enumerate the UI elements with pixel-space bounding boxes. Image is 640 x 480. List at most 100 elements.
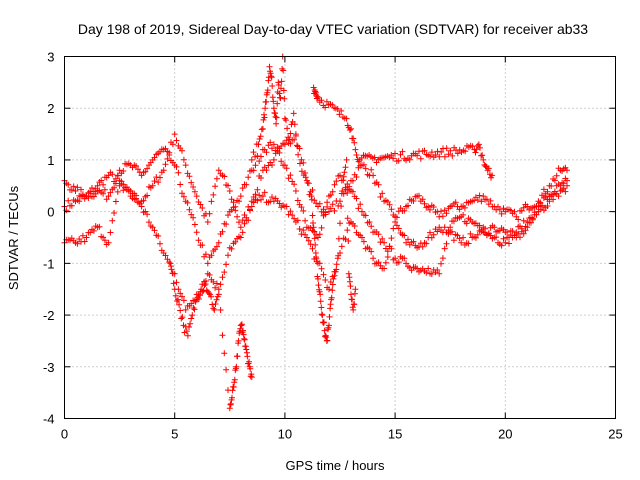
data-point-track-a bbox=[316, 200, 323, 207]
data-point-track-e bbox=[257, 133, 264, 140]
data-point-track-a bbox=[500, 205, 507, 212]
data-point-track-b bbox=[208, 252, 215, 259]
data-point-track-a bbox=[520, 204, 527, 211]
data-point-track-c bbox=[155, 233, 162, 239]
data-point-track-a bbox=[419, 196, 426, 203]
data-point-track-c bbox=[517, 234, 523, 241]
data-point-track-a bbox=[476, 192, 483, 199]
data-point-track-a bbox=[553, 172, 560, 179]
data-point-track-e bbox=[315, 282, 322, 289]
plot-frame bbox=[64, 56, 616, 419]
data-point-track-a bbox=[254, 186, 261, 193]
data-point-track-c bbox=[326, 286, 332, 293]
data-point-track-f bbox=[315, 94, 321, 101]
data-point-track-b bbox=[447, 224, 454, 231]
data-point-track-b bbox=[120, 168, 127, 174]
data-point-track-d bbox=[175, 296, 181, 303]
data-point-track-e bbox=[344, 215, 351, 222]
data-point-track-c bbox=[395, 225, 402, 232]
data-point-track-b bbox=[324, 199, 331, 206]
data-point-track-b bbox=[112, 180, 119, 187]
data-point-track-c bbox=[427, 229, 433, 236]
y-tick-label: -4 bbox=[43, 412, 55, 427]
data-point-track-b bbox=[175, 169, 182, 176]
data-point-track-a bbox=[544, 188, 551, 195]
data-point-track-e bbox=[302, 174, 309, 181]
data-point-track-e bbox=[280, 67, 287, 74]
data-point-track-a bbox=[337, 198, 343, 205]
data-point-track-c bbox=[546, 198, 553, 205]
data-point-track-c bbox=[564, 182, 570, 189]
data-point-track-e bbox=[272, 113, 279, 120]
data-point-track-a bbox=[65, 197, 72, 204]
data-point-track-d bbox=[178, 315, 185, 322]
data-point-track-c bbox=[149, 224, 156, 231]
data-point-track-b bbox=[177, 181, 184, 188]
data-point-track-c bbox=[241, 220, 248, 227]
data-point-track-a bbox=[190, 184, 197, 190]
data-point-track-f bbox=[395, 157, 402, 164]
data-point-track-b bbox=[243, 181, 250, 188]
data-point-track-b bbox=[70, 183, 77, 190]
data-point-track-e bbox=[273, 120, 280, 127]
data-point-track-e bbox=[331, 272, 338, 279]
x-tick-label: 10 bbox=[278, 427, 292, 442]
data-point-track-e bbox=[321, 319, 327, 326]
data-point-track-b bbox=[439, 255, 446, 262]
data-point-track-a bbox=[151, 178, 158, 185]
data-point-track-a bbox=[331, 207, 338, 214]
data-point-track-e bbox=[290, 110, 297, 117]
data-point-track-c bbox=[210, 278, 217, 285]
data-point-track-d bbox=[170, 280, 177, 287]
data-point-track-c bbox=[359, 234, 365, 241]
data-point-track-b bbox=[274, 144, 281, 151]
data-point-track-f bbox=[469, 143, 476, 150]
data-point-track-c bbox=[344, 227, 351, 234]
data-point-track-b bbox=[315, 234, 321, 241]
data-point-track-a bbox=[438, 208, 444, 215]
data-point-track-a bbox=[208, 198, 215, 205]
data-point-track-e bbox=[286, 136, 293, 143]
data-point-track-e bbox=[259, 125, 266, 132]
data-point-track-a bbox=[164, 155, 171, 162]
data-point-track-c bbox=[111, 210, 118, 216]
data-point-track-e bbox=[318, 304, 325, 311]
data-point-track-c bbox=[562, 188, 569, 195]
data-point-track-e bbox=[332, 268, 339, 275]
data-point-track-b bbox=[133, 163, 140, 169]
data-point-track-b bbox=[272, 147, 279, 154]
data-point-track-a bbox=[193, 193, 200, 200]
data-point-track-d bbox=[202, 281, 209, 287]
data-point-track-c bbox=[555, 193, 562, 200]
data-point-track-f bbox=[322, 104, 329, 111]
data-point-track-c bbox=[250, 199, 257, 206]
data-point-track-c bbox=[460, 234, 467, 241]
data-point-track-a bbox=[452, 199, 459, 206]
data-point-track-f bbox=[334, 106, 341, 112]
data-point-track-a bbox=[349, 177, 356, 184]
data-point-track-b bbox=[498, 242, 505, 249]
data-point-track-b bbox=[291, 181, 298, 188]
data-point-track-d bbox=[217, 307, 224, 313]
data-point-track-b bbox=[375, 231, 382, 238]
data-point-track-d bbox=[188, 315, 195, 322]
data-point-track-b bbox=[318, 224, 325, 231]
data-point-track-a bbox=[370, 172, 377, 179]
data-point-track-f bbox=[371, 154, 378, 161]
data-point-track-f bbox=[336, 111, 343, 118]
data-point-track-f bbox=[427, 153, 434, 160]
data-point-track-b bbox=[368, 223, 375, 230]
data-point-track-f bbox=[454, 150, 461, 157]
data-point-track-e bbox=[268, 73, 275, 80]
data-point-track-e bbox=[329, 281, 336, 288]
data-point-track-c bbox=[434, 228, 441, 235]
data-point-track-e bbox=[316, 288, 323, 295]
data-point-track-c bbox=[212, 284, 219, 291]
data-point-track-f bbox=[472, 149, 479, 156]
data-point-track-c bbox=[245, 217, 252, 224]
data-point-track-b bbox=[401, 255, 408, 262]
data-point-track-f bbox=[338, 107, 345, 114]
data-point-track-b bbox=[68, 187, 75, 193]
data-point-track-a bbox=[162, 161, 169, 168]
data-point-track-a bbox=[430, 204, 437, 210]
